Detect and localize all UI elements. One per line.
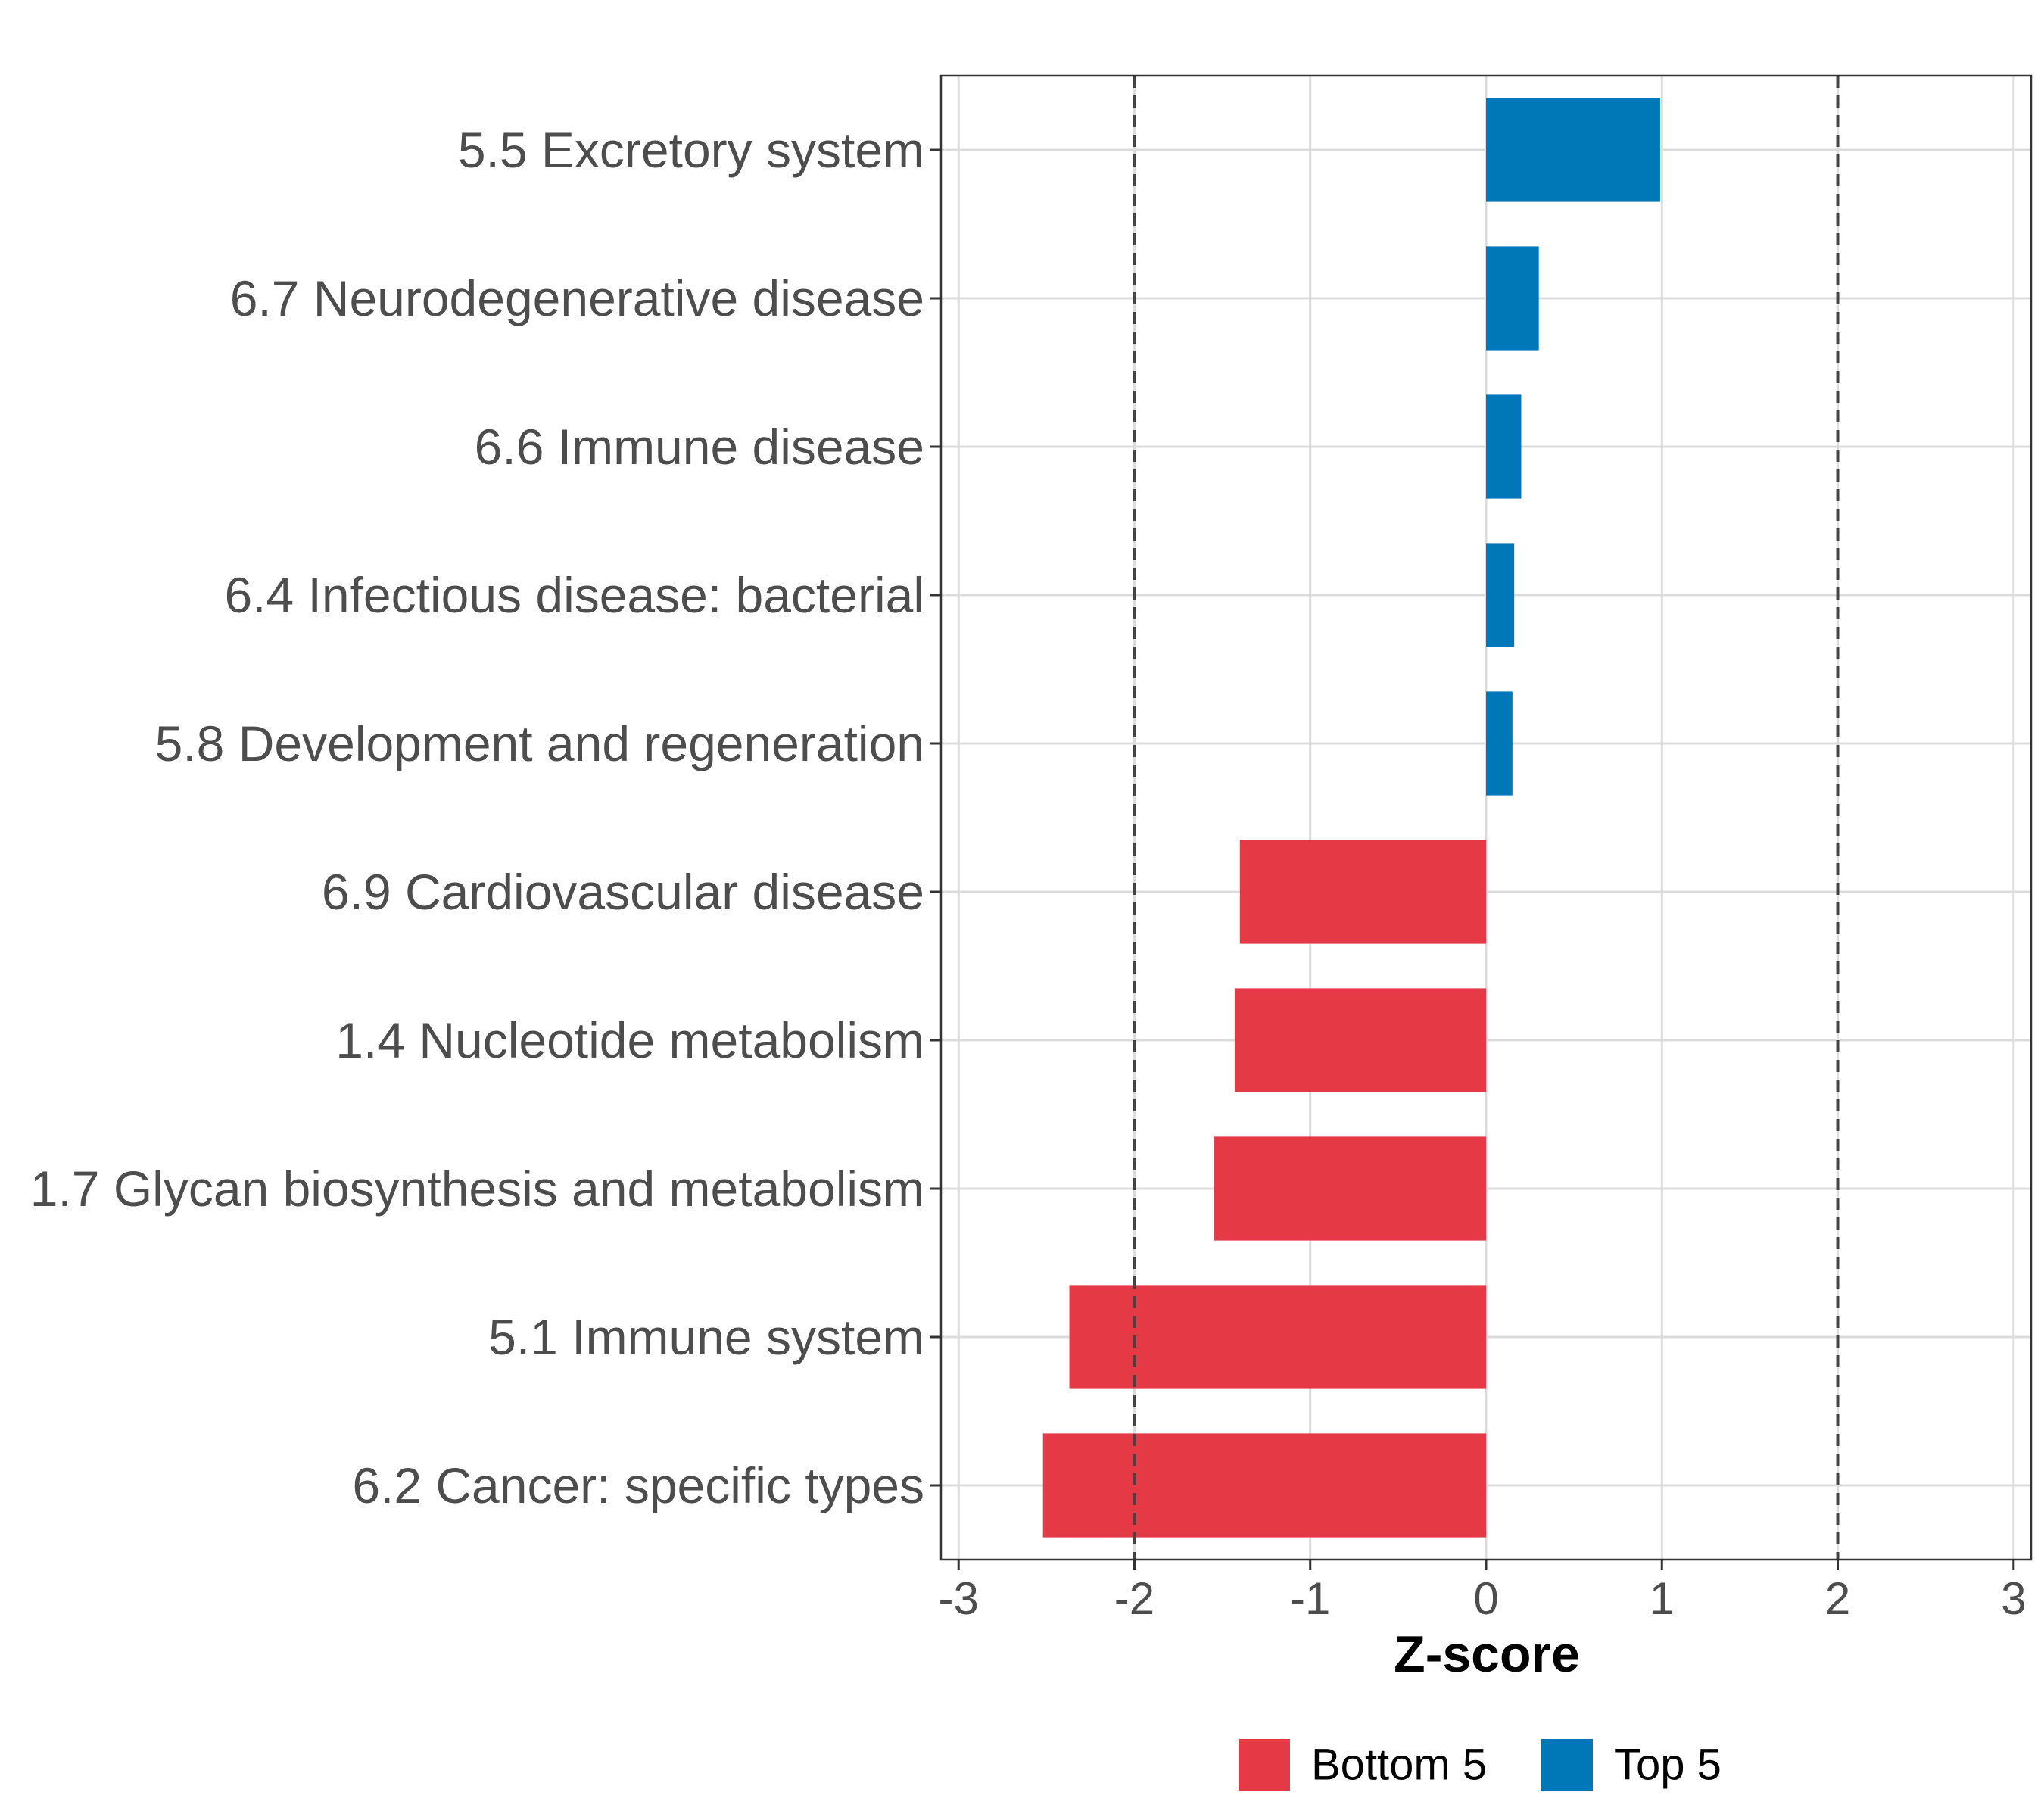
x-tick-label-1: -3 [939, 1573, 979, 1624]
bar-1 [1486, 98, 1660, 202]
x-axis-title: Z-score [1394, 1625, 1580, 1683]
x-tick-label-7: 3 [2001, 1573, 2026, 1624]
bars [1042, 98, 1660, 1538]
legend-swatch-1 [1239, 1739, 1290, 1791]
reference-lines [1133, 76, 1840, 1560]
legend-label-2: Top 5 [1614, 1741, 1722, 1790]
category-label-9: 5.1 Immune system [488, 1309, 924, 1365]
x-tick-label-6: 2 [1825, 1573, 1850, 1624]
legend: Bottom 5 Top 5 [1239, 1739, 1722, 1791]
bar-10 [1042, 1433, 1486, 1538]
category-label-1: 5.5 Excretory system [458, 122, 924, 178]
bar-6 [1239, 840, 1486, 944]
bar-7 [1234, 988, 1486, 1092]
bar-3 [1486, 394, 1522, 499]
bar-8 [1214, 1136, 1486, 1241]
category-label-7: 1.4 Nucleotide metabolism [335, 1012, 924, 1068]
category-label-6: 6.9 Cardiovascular disease [322, 864, 924, 920]
legend-label-1: Bottom 5 [1311, 1741, 1487, 1790]
y-axis: 5.5 Excretory system 6.7 Neurodegenerativ… [30, 122, 941, 1513]
x-axis: -3 -2 -1 0 1 2 3 [939, 1560, 2026, 1624]
legend-swatch-2 [1541, 1739, 1593, 1791]
category-label-8: 1.7 Glycan biosynthesis and metabolism [30, 1161, 924, 1217]
category-label-5: 5.8 Development and regeneration [155, 715, 924, 771]
bar-5 [1486, 691, 1513, 796]
bar-2 [1486, 246, 1539, 351]
x-tick-label-4: 0 [1473, 1573, 1498, 1624]
category-label-10: 6.2 Cancer: specific types [352, 1457, 924, 1513]
x-tick-label-3: -1 [1290, 1573, 1330, 1624]
bar-4 [1486, 543, 1515, 647]
category-label-2: 6.7 Neurodegenerative disease [230, 270, 924, 326]
x-tick-label-5: 1 [1650, 1573, 1675, 1624]
category-label-4: 6.4 Infectious disease: bacterial [224, 567, 924, 623]
x-tick-label-2: -2 [1114, 1573, 1154, 1624]
category-label-3: 6.6 Immune disease [475, 419, 924, 475]
bar-9 [1069, 1285, 1486, 1389]
